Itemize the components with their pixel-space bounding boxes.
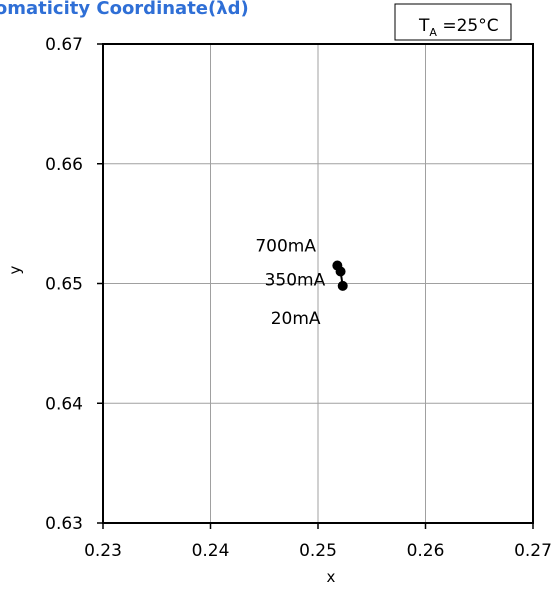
data-point — [335, 266, 346, 277]
chart-title: romaticity Coordinate(λd) — [0, 0, 249, 19]
condition-box: TA =25°C — [394, 3, 512, 41]
condition-label: TA =25°C — [418, 16, 499, 39]
x-tick-label: 0.25 — [299, 541, 337, 561]
y-tick-label: 0.63 — [45, 514, 83, 534]
condition-value: =25°C — [437, 16, 499, 36]
series — [332, 260, 348, 291]
y-tick-label: 0.65 — [45, 275, 83, 295]
x-tick-label: 0.24 — [192, 541, 230, 561]
x-tick-label: 0.23 — [84, 541, 122, 561]
y-axis-label: y — [6, 265, 24, 274]
data-point — [337, 280, 348, 291]
condition-subscript: A — [429, 26, 437, 39]
grid — [103, 44, 533, 523]
y-tick-label: 0.67 — [45, 35, 83, 55]
point-label: 700mA — [255, 237, 316, 257]
y-tick-label: 0.64 — [45, 394, 83, 414]
x-tick-label: 0.27 — [514, 541, 552, 561]
condition-symbol: T — [418, 16, 430, 36]
point-label: 350mA — [265, 271, 326, 291]
y-tick-label: 0.66 — [45, 155, 83, 175]
tick-labels: 0.23 0.24 0.25 0.26 0.27 0.63 0.64 0.65 0.66 0.67 — [45, 35, 552, 561]
point-labels: 700mA 350mA 20mA — [255, 237, 325, 329]
x-axis-label: x — [327, 568, 336, 586]
x-tick-label: 0.26 — [407, 541, 445, 561]
point-label: 20mA — [271, 309, 321, 329]
